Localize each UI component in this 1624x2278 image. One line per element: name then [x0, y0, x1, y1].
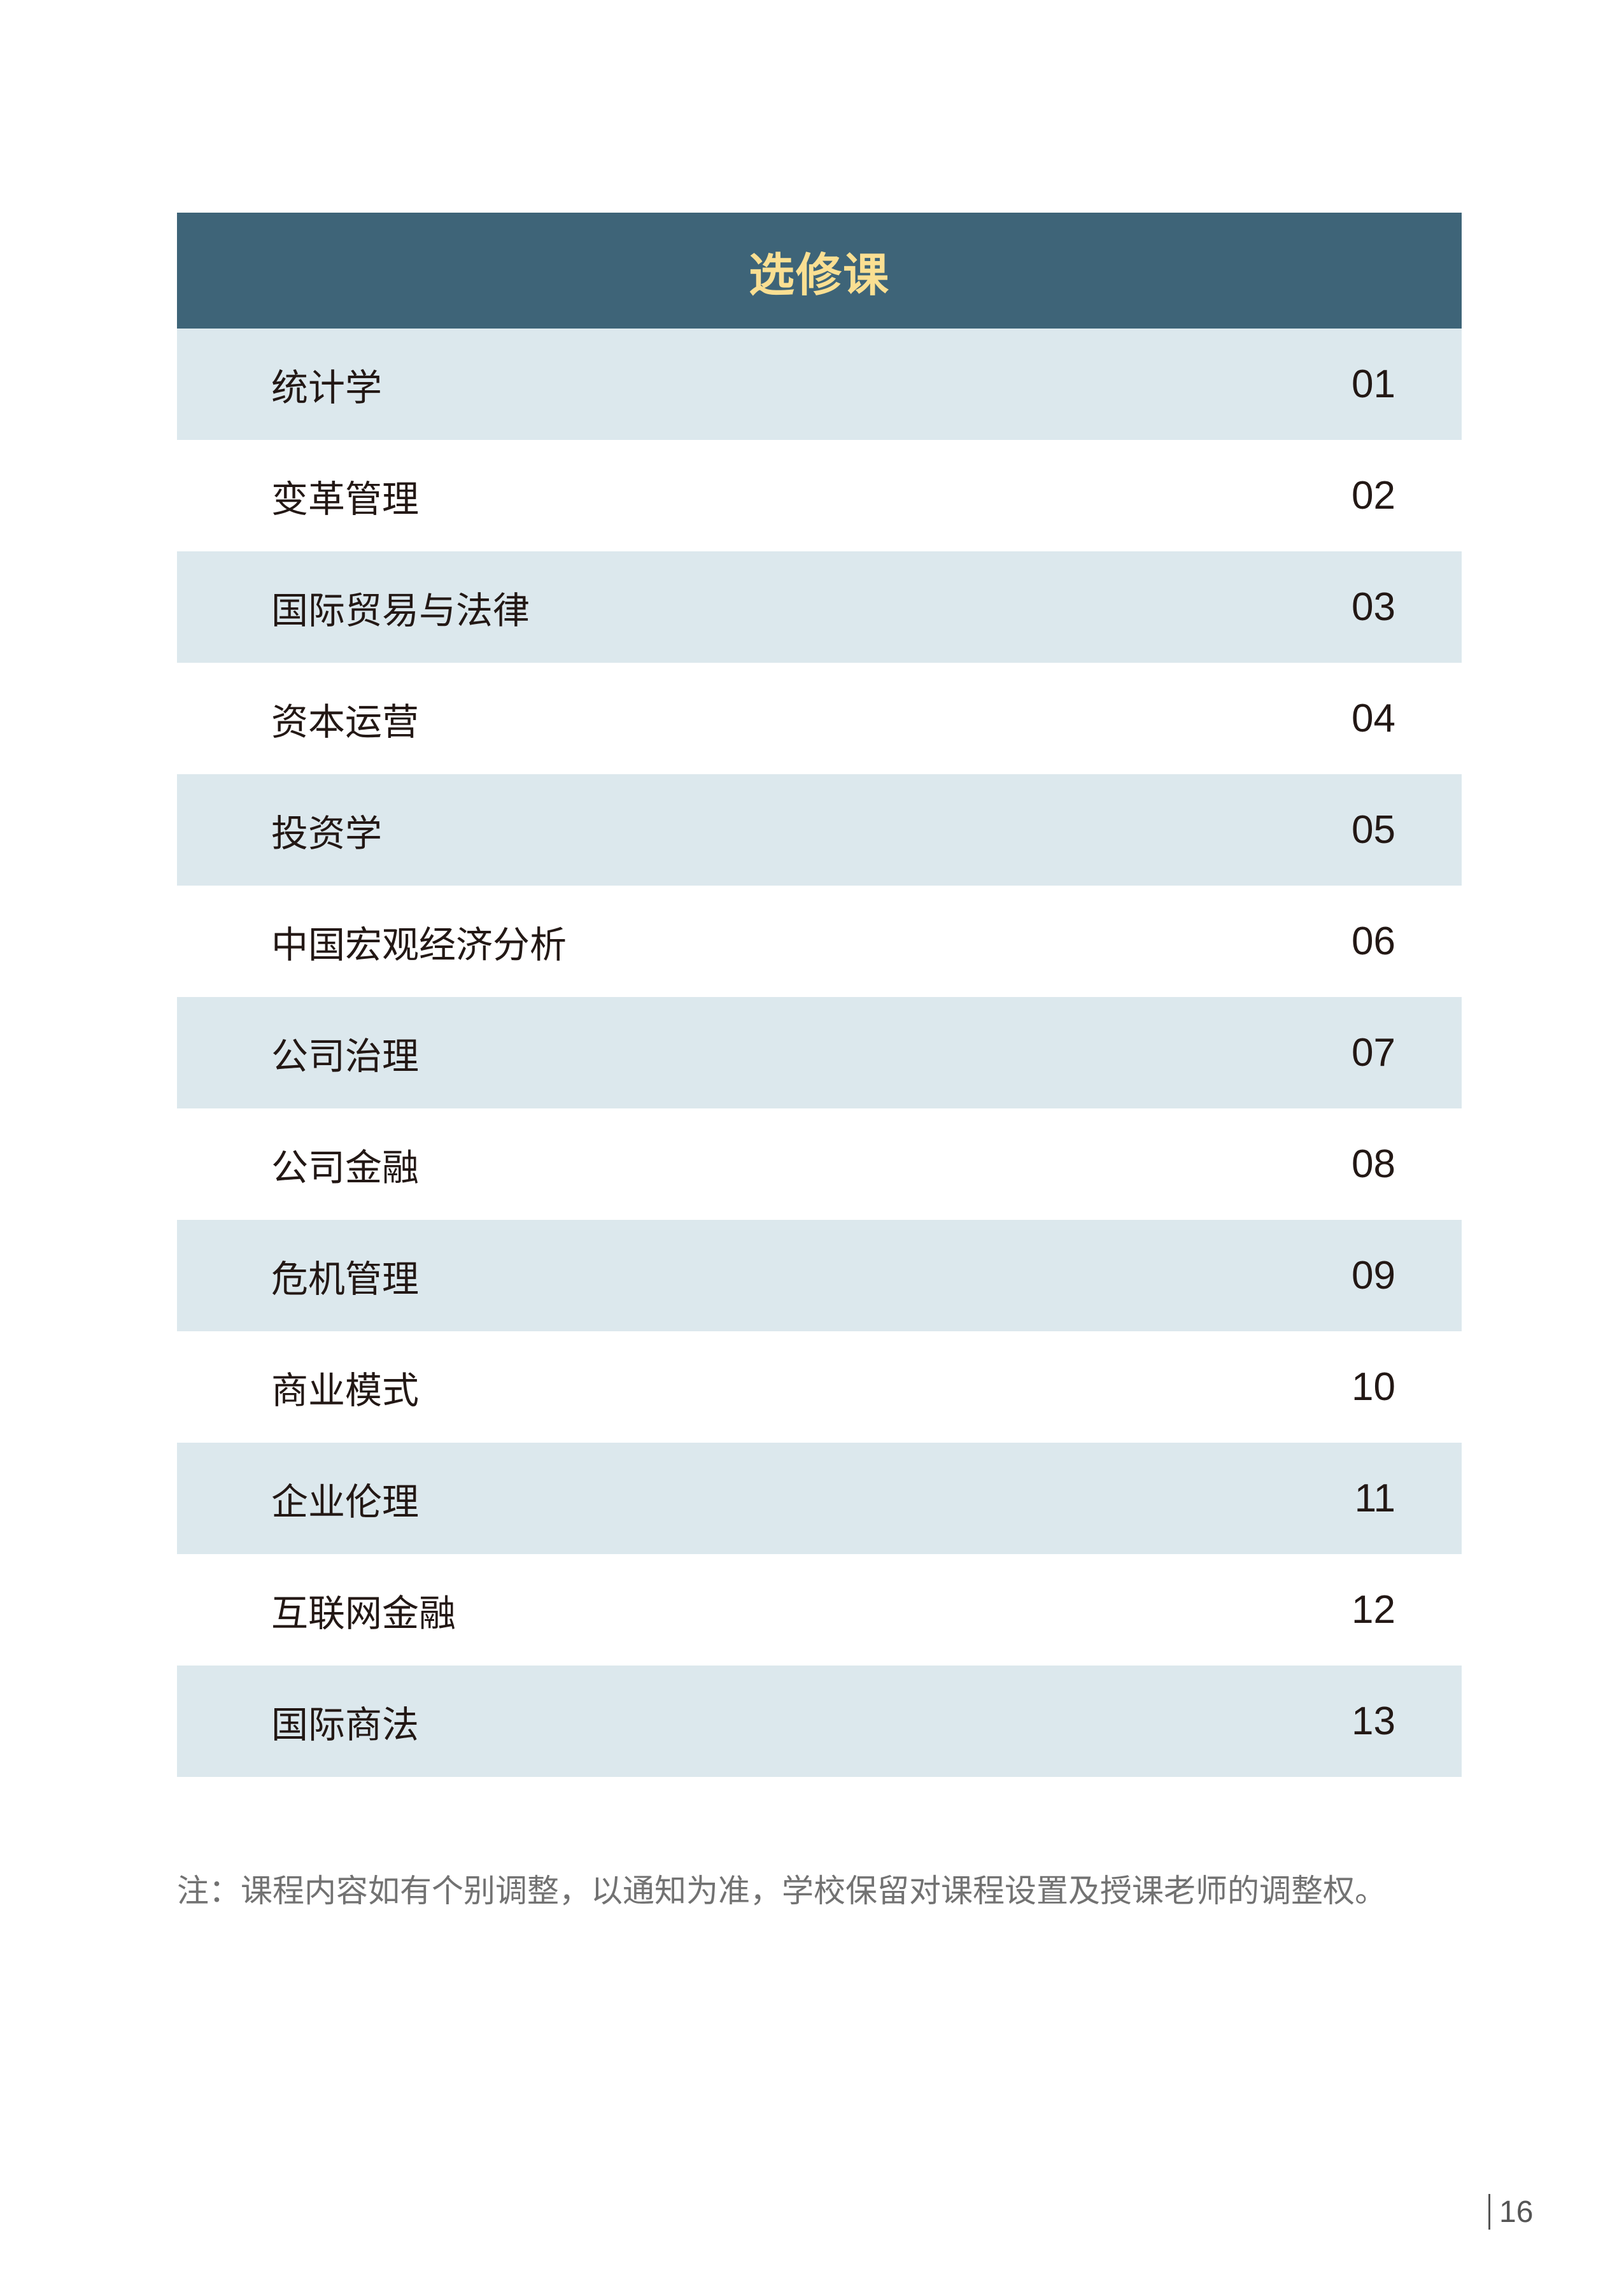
course-name: 资本运营 — [271, 700, 420, 744]
course-number: 04 — [1352, 697, 1395, 740]
table-row: 统计学 01 — [177, 329, 1462, 440]
course-name: 公司治理 — [271, 1034, 420, 1078]
table-row: 国际商法 13 — [177, 1666, 1462, 1777]
course-number: 06 — [1352, 919, 1395, 963]
course-number: 05 — [1352, 808, 1395, 852]
course-name: 国际贸易与法律 — [271, 588, 530, 632]
course-number: 11 — [1354, 1476, 1395, 1520]
course-name: 商业模式 — [271, 1368, 420, 1412]
course-number: 07 — [1352, 1031, 1395, 1075]
course-number: 01 — [1352, 362, 1395, 406]
table-row: 企业伦理 11 — [177, 1443, 1462, 1554]
course-number: 02 — [1352, 474, 1395, 518]
table-row: 投资学 05 — [177, 774, 1462, 886]
table-header: 选修课 — [177, 213, 1462, 329]
course-name: 企业伦理 — [271, 1480, 420, 1524]
elective-courses-table: 选修课 统计学 01 变革管理 02 国际贸易与法律 03 资本运营 04 投资学 05 中国宏观经… — [177, 213, 1462, 1777]
course-name: 公司金融 — [271, 1145, 420, 1189]
table-row: 互联网金融 12 — [177, 1554, 1462, 1666]
table-title: 选修课 — [748, 248, 890, 302]
course-number: 10 — [1352, 1365, 1395, 1409]
page-number: 16 — [1488, 2194, 1533, 2230]
course-name: 统计学 — [271, 365, 383, 409]
course-number: 12 — [1352, 1588, 1395, 1632]
course-name: 危机管理 — [271, 1257, 420, 1301]
course-name: 投资学 — [271, 811, 383, 855]
table-row: 商业模式 10 — [177, 1331, 1462, 1443]
page-number-text: 16 — [1499, 2195, 1534, 2229]
table-row: 危机管理 09 — [177, 1220, 1462, 1331]
course-number: 08 — [1352, 1142, 1395, 1186]
table-row: 公司金融 08 — [177, 1108, 1462, 1220]
course-number: 13 — [1352, 1699, 1395, 1743]
footnote: 注：课程内容如有个别调整，以通知为准，学校保留对课程设置及授课老师的调整权。 — [177, 1872, 1387, 1909]
table-row: 资本运营 04 — [177, 663, 1462, 774]
table-row: 中国宏观经济分析 06 — [177, 886, 1462, 997]
table-row: 国际贸易与法律 03 — [177, 551, 1462, 663]
course-name: 国际商法 — [271, 1702, 420, 1746]
course-name: 中国宏观经济分析 — [271, 923, 567, 966]
course-number: 03 — [1352, 585, 1395, 629]
table-body: 统计学 01 变革管理 02 国际贸易与法律 03 资本运营 04 投资学 05 中国宏观经济分析 0… — [177, 329, 1462, 1777]
course-name: 互联网金融 — [271, 1591, 456, 1635]
table-row: 公司治理 07 — [177, 997, 1462, 1108]
course-name: 变革管理 — [271, 477, 420, 521]
course-number: 09 — [1352, 1254, 1395, 1298]
page-divider — [1488, 2194, 1490, 2230]
table-row: 变革管理 02 — [177, 440, 1462, 551]
